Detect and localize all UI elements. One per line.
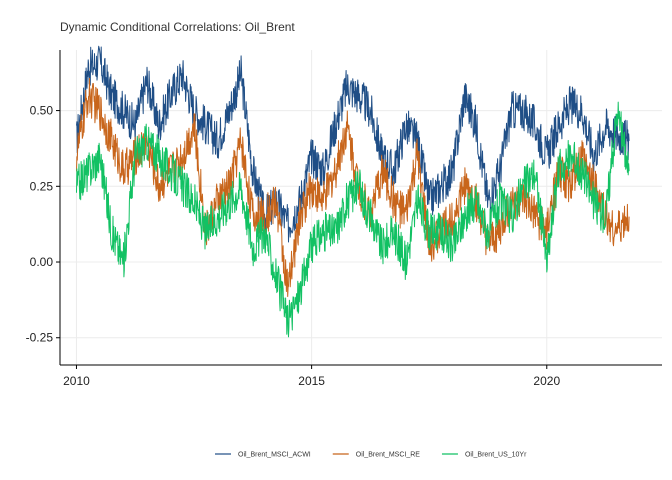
legend-label-0: Oil_Brent_MSCI_ACWI: [238, 452, 311, 459]
x-axis-ticks: 2010 2015 2020: [63, 365, 560, 388]
legend-label-2: Oil_Brent_US_10Yr: [465, 452, 527, 459]
y-tick-label-3: 0.50: [30, 104, 54, 118]
series-line-0: [76, 45, 630, 243]
series-lines: [76, 45, 630, 338]
series-line-2: [76, 101, 630, 338]
legend-label-1: Oil_Brent_MSCI_RE: [356, 452, 421, 459]
chart-title: Dynamic Conditional Correlations: Oil_Br…: [60, 20, 295, 34]
series-line-1: [76, 77, 630, 297]
y-tick-label-0: -0.25: [26, 331, 54, 345]
x-tick-label-2: 2020: [533, 374, 560, 388]
y-tick-label-2: 0.25: [30, 179, 54, 193]
x-tick-label-0: 2010: [63, 374, 90, 388]
y-tick-label-1: 0.00: [30, 255, 54, 269]
legend: Oil_Brent_MSCI_ACWI Oil_Brent_MSCI_RE Oil_…: [215, 452, 527, 459]
x-tick-label-1: 2015: [298, 374, 325, 388]
y-axis-ticks: -0.25 0.00 0.25 0.50: [26, 104, 60, 345]
axes: [59, 50, 662, 366]
